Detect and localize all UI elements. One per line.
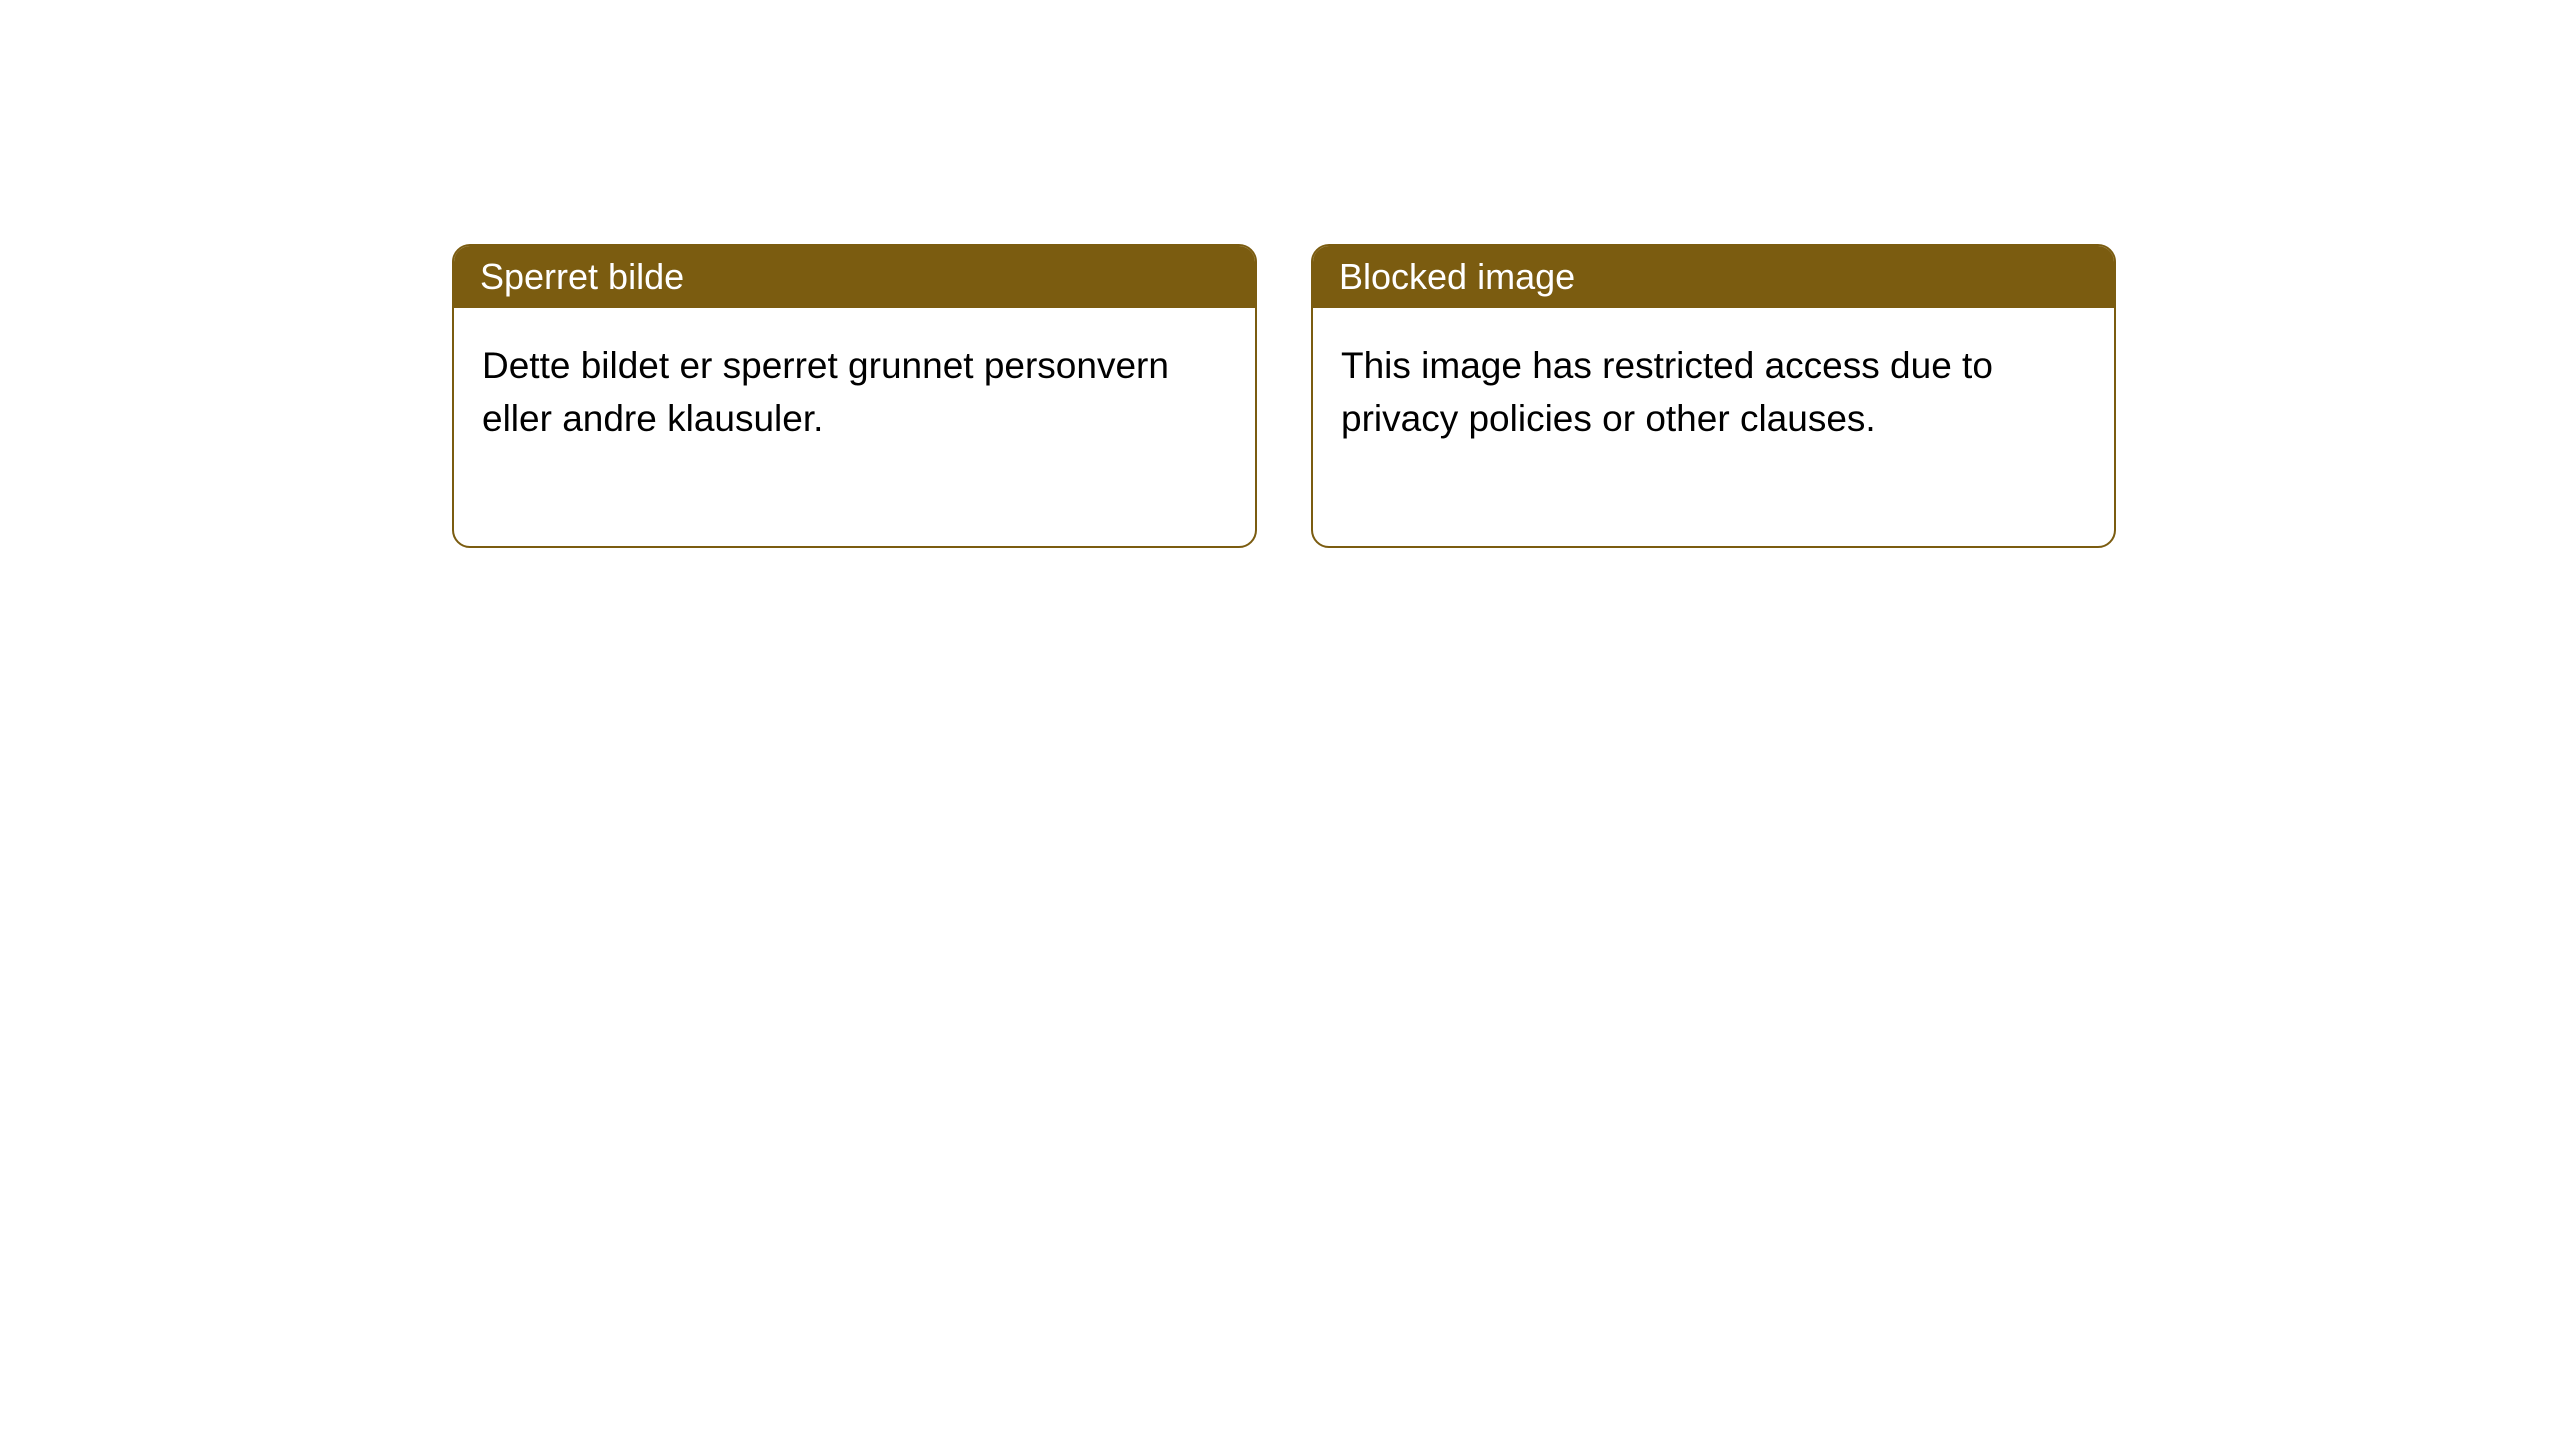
card-body-text: This image has restricted access due to … [1341, 345, 1993, 439]
card-header: Sperret bilde [454, 246, 1255, 308]
card-body: Dette bildet er sperret grunnet personve… [454, 308, 1255, 546]
card-title: Blocked image [1339, 256, 1575, 297]
card-body: This image has restricted access due to … [1313, 308, 2114, 546]
card-body-text: Dette bildet er sperret grunnet personve… [482, 345, 1169, 439]
notice-container: Sperret bilde Dette bildet er sperret gr… [452, 244, 2116, 548]
notice-card-norwegian: Sperret bilde Dette bildet er sperret gr… [452, 244, 1257, 548]
card-title: Sperret bilde [480, 256, 684, 297]
card-header: Blocked image [1313, 246, 2114, 308]
notice-card-english: Blocked image This image has restricted … [1311, 244, 2116, 548]
